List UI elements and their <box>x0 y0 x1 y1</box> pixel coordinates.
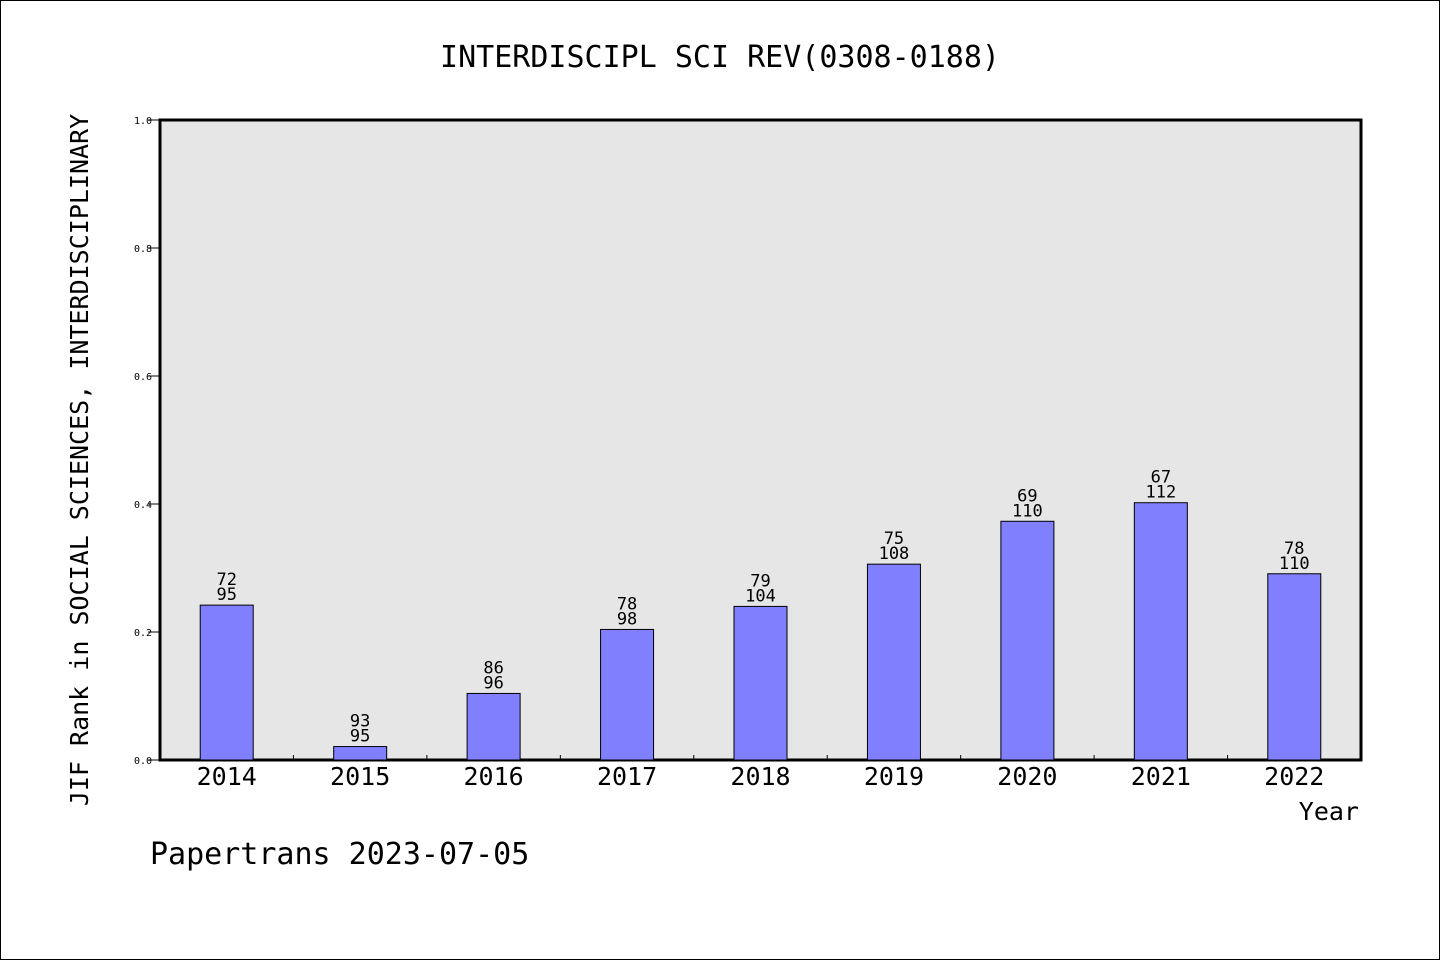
bar-label-bottom: 95 <box>216 585 236 605</box>
bar-2021 <box>1133 502 1188 761</box>
bar-2022 <box>1267 573 1322 761</box>
bar-label-bottom: 110 <box>1012 501 1043 521</box>
y-tick-label: 1.0 <box>134 116 152 127</box>
bar-label-bottom: 110 <box>1279 554 1310 574</box>
chart-title: INTERDISCIPL SCI REV(0308-0188) <box>440 40 1000 75</box>
y-axis: 0.0 0.2 0.4 0.6 0.8 1.0 <box>134 116 160 767</box>
bar-label-top: 67 <box>1151 468 1171 488</box>
bar-label-top: 72 <box>216 570 236 590</box>
bar-label-top: 75 <box>884 529 904 549</box>
x-tick-label: 2022 <box>1264 762 1324 791</box>
x-tick-label: 2014 <box>197 762 257 791</box>
bar-2015 <box>333 746 388 761</box>
data-labels-layer: 7295939586967898791047510869110671127811… <box>216 468 1309 747</box>
bar-label-top: 78 <box>617 594 637 614</box>
bar-2014 <box>199 604 254 761</box>
x-tick-label: 2019 <box>864 762 924 791</box>
x-axis: 2014 2015 2016 2017 2018 2019 2020 2021 2022 <box>197 755 1324 791</box>
x-tick-label: 2017 <box>597 762 657 791</box>
bar-label-top: 93 <box>350 712 370 732</box>
bars-layer <box>199 502 1322 761</box>
y-tick-label: 0.6 <box>134 372 152 383</box>
bar-label-bottom: 95 <box>350 727 370 747</box>
y-tick-label: 0.8 <box>134 244 152 255</box>
bar-label-top: 79 <box>750 571 770 591</box>
bar-label-top: 78 <box>1284 539 1304 559</box>
bar-label-bottom: 108 <box>879 544 910 564</box>
bar-label-bottom: 98 <box>617 609 637 629</box>
x-axis-label: Year <box>1299 797 1359 826</box>
x-tick-label: 2015 <box>330 762 390 791</box>
bar-label-bottom: 104 <box>745 586 776 606</box>
bar-label-top: 69 <box>1017 486 1037 506</box>
x-tick-label: 2016 <box>464 762 524 791</box>
bar-2020 <box>1000 520 1055 761</box>
bar-2016 <box>466 692 521 761</box>
x-tick-label: 2018 <box>730 762 790 791</box>
bar-label-bottom: 96 <box>483 673 503 693</box>
bar-2019 <box>866 563 921 761</box>
x-tick-label: 2020 <box>997 762 1057 791</box>
bar-2017 <box>600 628 655 761</box>
y-tick-label: 0.4 <box>134 500 152 511</box>
watermark-text: Papertrans 2023-07-05 <box>150 837 529 872</box>
bar-label-top: 86 <box>483 658 503 678</box>
bar-2018 <box>733 605 788 761</box>
y-tick-label: 0.2 <box>134 628 152 639</box>
y-axis-label: JIF Rank in SOCIAL SCIENCES, INTERDISCIP… <box>65 114 94 806</box>
bar-label-bottom: 112 <box>1145 483 1176 503</box>
x-tick-label: 2021 <box>1131 762 1191 791</box>
y-tick-label: 0.0 <box>134 756 152 767</box>
